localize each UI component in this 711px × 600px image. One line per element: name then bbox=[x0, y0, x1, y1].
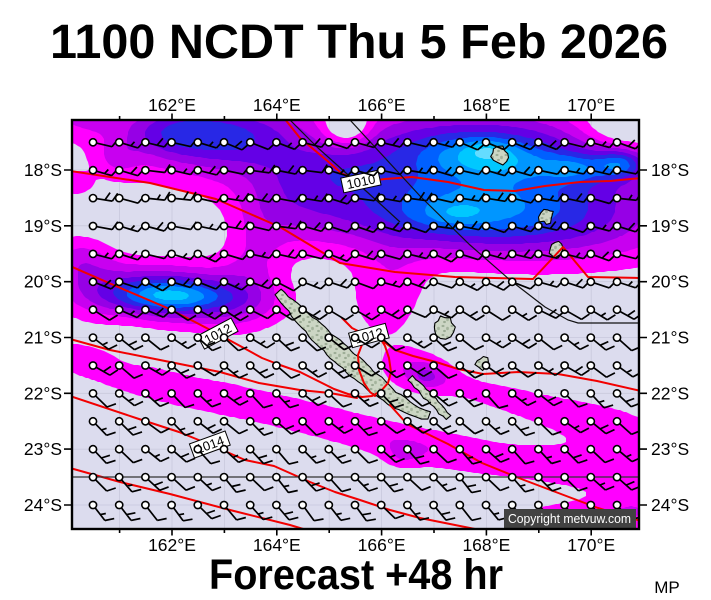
svg-text:MP: MP bbox=[654, 578, 680, 597]
svg-text:170°E: 170°E bbox=[567, 535, 615, 555]
svg-text:162°E: 162°E bbox=[148, 535, 196, 555]
svg-text:18°S: 18°S bbox=[24, 160, 62, 180]
svg-text:162°E: 162°E bbox=[148, 95, 196, 115]
svg-text:21°S: 21°S bbox=[24, 328, 62, 348]
svg-text:18°S: 18°S bbox=[651, 160, 689, 180]
svg-text:19°S: 19°S bbox=[651, 216, 689, 236]
svg-text:20°S: 20°S bbox=[24, 272, 62, 292]
svg-text:166°E: 166°E bbox=[358, 95, 406, 115]
svg-text:22°S: 22°S bbox=[651, 383, 689, 403]
svg-text:23°S: 23°S bbox=[24, 439, 62, 459]
svg-text:164°E: 164°E bbox=[253, 95, 301, 115]
svg-text:168°E: 168°E bbox=[462, 95, 510, 115]
svg-text:Forecast +48 hr: Forecast +48 hr bbox=[209, 551, 503, 599]
svg-text:21°S: 21°S bbox=[651, 328, 689, 348]
svg-text:24°S: 24°S bbox=[651, 495, 689, 515]
svg-text:164°E: 164°E bbox=[253, 535, 301, 555]
svg-text:168°E: 168°E bbox=[462, 535, 510, 555]
svg-text:20°S: 20°S bbox=[651, 272, 689, 292]
svg-text:1010: 1010 bbox=[345, 171, 376, 192]
svg-text:24°S: 24°S bbox=[24, 495, 62, 515]
svg-text:Copyright metvuw.com: Copyright metvuw.com bbox=[508, 511, 631, 526]
svg-text:170°E: 170°E bbox=[567, 95, 615, 115]
svg-text:19°S: 19°S bbox=[24, 216, 62, 236]
svg-text:22°S: 22°S bbox=[24, 383, 62, 403]
svg-text:1100 NCDT Thu 5 Feb 2026: 1100 NCDT Thu 5 Feb 2026 bbox=[50, 16, 668, 69]
svg-text:23°S: 23°S bbox=[651, 439, 689, 459]
svg-text:166°E: 166°E bbox=[358, 535, 406, 555]
